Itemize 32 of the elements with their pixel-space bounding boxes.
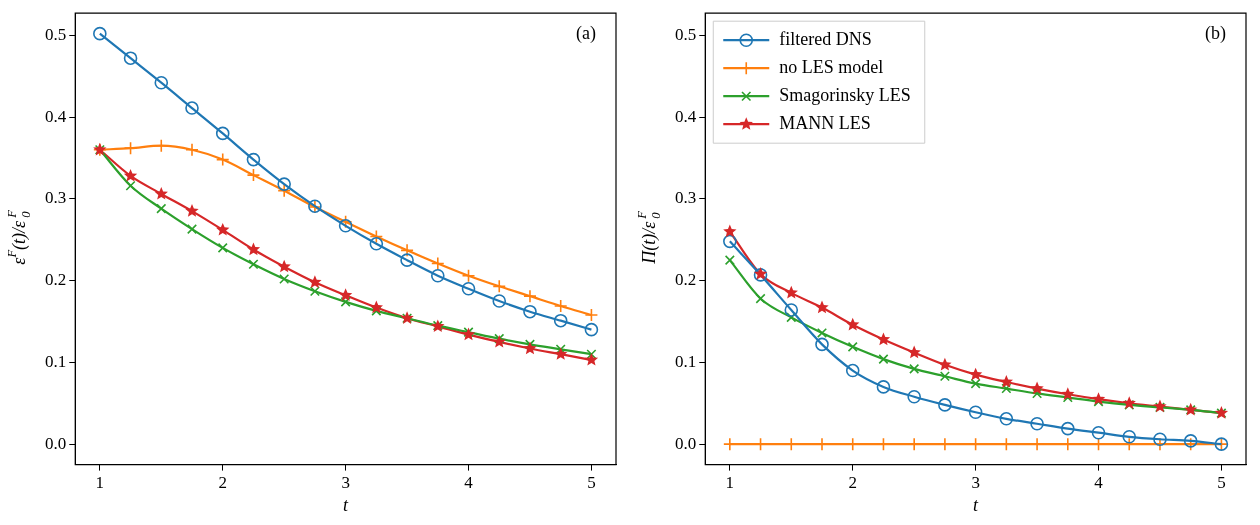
x-tick-label: 2 — [848, 473, 857, 493]
x-tick-label: 5 — [1217, 473, 1226, 493]
y-axis-title: εF(t)/ε0F — [5, 209, 33, 265]
legend-label: no LES model — [779, 56, 884, 77]
y-tick-label: 0.1 — [45, 351, 67, 371]
y-tick-label: 0.4 — [675, 106, 697, 126]
legend-label: filtered DNS — [779, 28, 872, 49]
x-tick-label: 2 — [218, 473, 227, 493]
x-tick-label: 3 — [971, 473, 980, 493]
x-tick-label: 5 — [587, 473, 596, 493]
x-tick-label: 3 — [341, 473, 350, 493]
x-axis-title: t — [343, 495, 350, 516]
x-tick-label: 1 — [725, 473, 735, 493]
x-tick-label: 4 — [1094, 473, 1104, 493]
y-tick-label: 0.0 — [675, 433, 697, 453]
y-tick-label: 0.2 — [45, 270, 67, 290]
y-tick-label: 0.3 — [45, 188, 67, 208]
legend-label: MANN LES — [779, 112, 871, 133]
y-tick-label: 0.3 — [675, 188, 697, 208]
x-tick-label: 1 — [95, 473, 105, 493]
y-tick-label: 0.5 — [675, 24, 697, 44]
y-axis-title: Π(t)/ε0F — [635, 210, 663, 265]
y-tick-label: 0.0 — [45, 433, 67, 453]
y-tick-label: 0.4 — [45, 106, 67, 126]
y-tick-label: 0.5 — [45, 24, 67, 44]
x-axis-title: t — [973, 495, 980, 516]
annotation: (b) — [1205, 22, 1226, 44]
annotation: (a) — [576, 22, 596, 44]
legend-label: Smagorinsky LES — [779, 84, 911, 105]
y-tick-label: 0.1 — [675, 351, 697, 371]
y-tick-label: 0.2 — [675, 270, 697, 290]
x-tick-label: 4 — [464, 473, 474, 493]
